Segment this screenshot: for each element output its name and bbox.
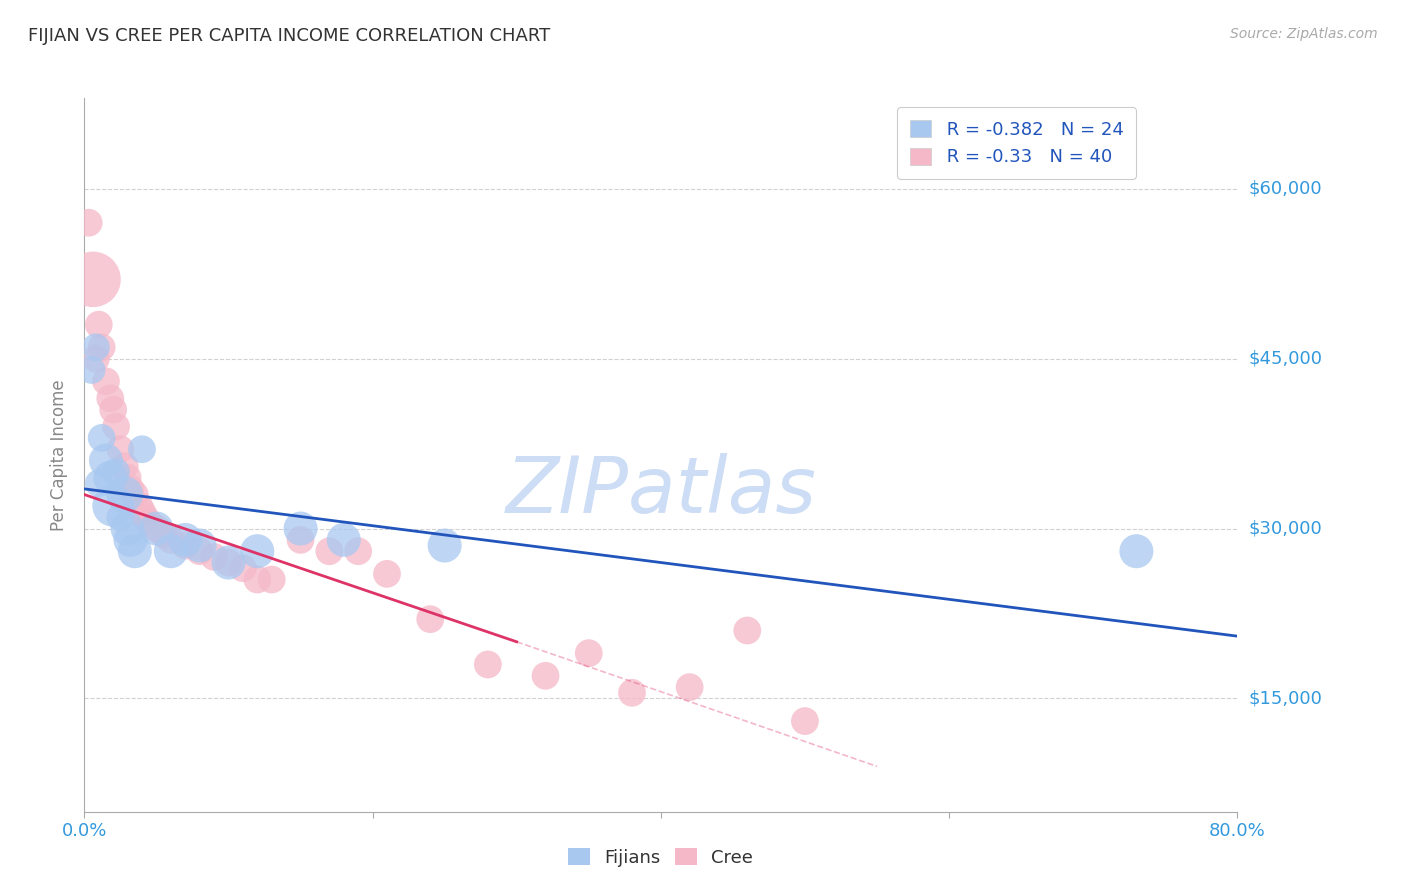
Point (120, 482, 142, 496)
Point (114, 459, 136, 474)
Point (87, 318, 110, 332)
Point (534, 669, 557, 683)
Point (114, 487, 136, 501)
Point (202, 549, 225, 564)
Point (174, 533, 197, 547)
Point (1125, 544, 1147, 558)
Point (174, 539, 197, 553)
Point (290, 522, 312, 536)
Point (217, 556, 239, 570)
Point (232, 561, 254, 575)
Point (120, 533, 142, 547)
Point (347, 544, 370, 558)
Point (128, 499, 150, 513)
Point (103, 402, 124, 417)
Point (433, 539, 456, 553)
Point (145, 522, 167, 536)
Point (290, 533, 312, 547)
Point (138, 516, 160, 530)
Point (84, 351, 107, 366)
Legend: Fijians, Cree: Fijians, Cree (561, 841, 761, 874)
Point (246, 544, 269, 558)
Point (318, 544, 340, 558)
Point (131, 442, 153, 457)
Point (105, 419, 128, 434)
Point (621, 686, 644, 700)
Text: Source: ZipAtlas.com: Source: ZipAtlas.com (1230, 27, 1378, 41)
Text: $45,000: $45,000 (1249, 350, 1323, 368)
Point (145, 522, 167, 536)
Text: ZIPatlas: ZIPatlas (505, 452, 817, 529)
Point (737, 624, 759, 638)
Point (110, 510, 132, 524)
Point (217, 556, 239, 570)
Point (678, 680, 700, 694)
Point (117, 470, 139, 484)
Point (90, 431, 112, 445)
Point (84, 340, 107, 354)
Point (578, 646, 600, 660)
Point (124, 544, 146, 558)
Text: $60,000: $60,000 (1249, 179, 1322, 198)
Point (98, 392, 121, 406)
Point (77, 216, 100, 230)
Point (82, 272, 104, 286)
Point (160, 544, 183, 558)
Text: FIJIAN VS CREE PER CAPITA INCOME CORRELATION CHART: FIJIAN VS CREE PER CAPITA INCOME CORRELA… (28, 27, 550, 45)
Point (80, 363, 103, 377)
Point (110, 442, 132, 457)
Y-axis label: Per Capita Income: Per Capita Income (51, 379, 69, 531)
Point (477, 657, 499, 672)
Point (246, 573, 269, 587)
Point (188, 544, 211, 558)
Point (117, 522, 139, 536)
Text: $30,000: $30,000 (1249, 519, 1322, 538)
Point (90, 340, 112, 354)
Text: $15,000: $15,000 (1249, 690, 1322, 707)
Point (375, 566, 398, 581)
Point (188, 539, 211, 553)
Point (419, 612, 441, 626)
Point (793, 714, 815, 728)
Point (94, 374, 117, 388)
Point (332, 533, 354, 547)
Point (103, 499, 124, 513)
Point (87, 476, 110, 491)
Point (134, 510, 156, 524)
Point (260, 573, 283, 587)
Point (131, 504, 153, 518)
Point (124, 487, 146, 501)
Point (94, 453, 117, 467)
Point (105, 465, 128, 479)
Point (152, 527, 174, 541)
Point (98, 470, 121, 484)
Point (160, 533, 183, 547)
